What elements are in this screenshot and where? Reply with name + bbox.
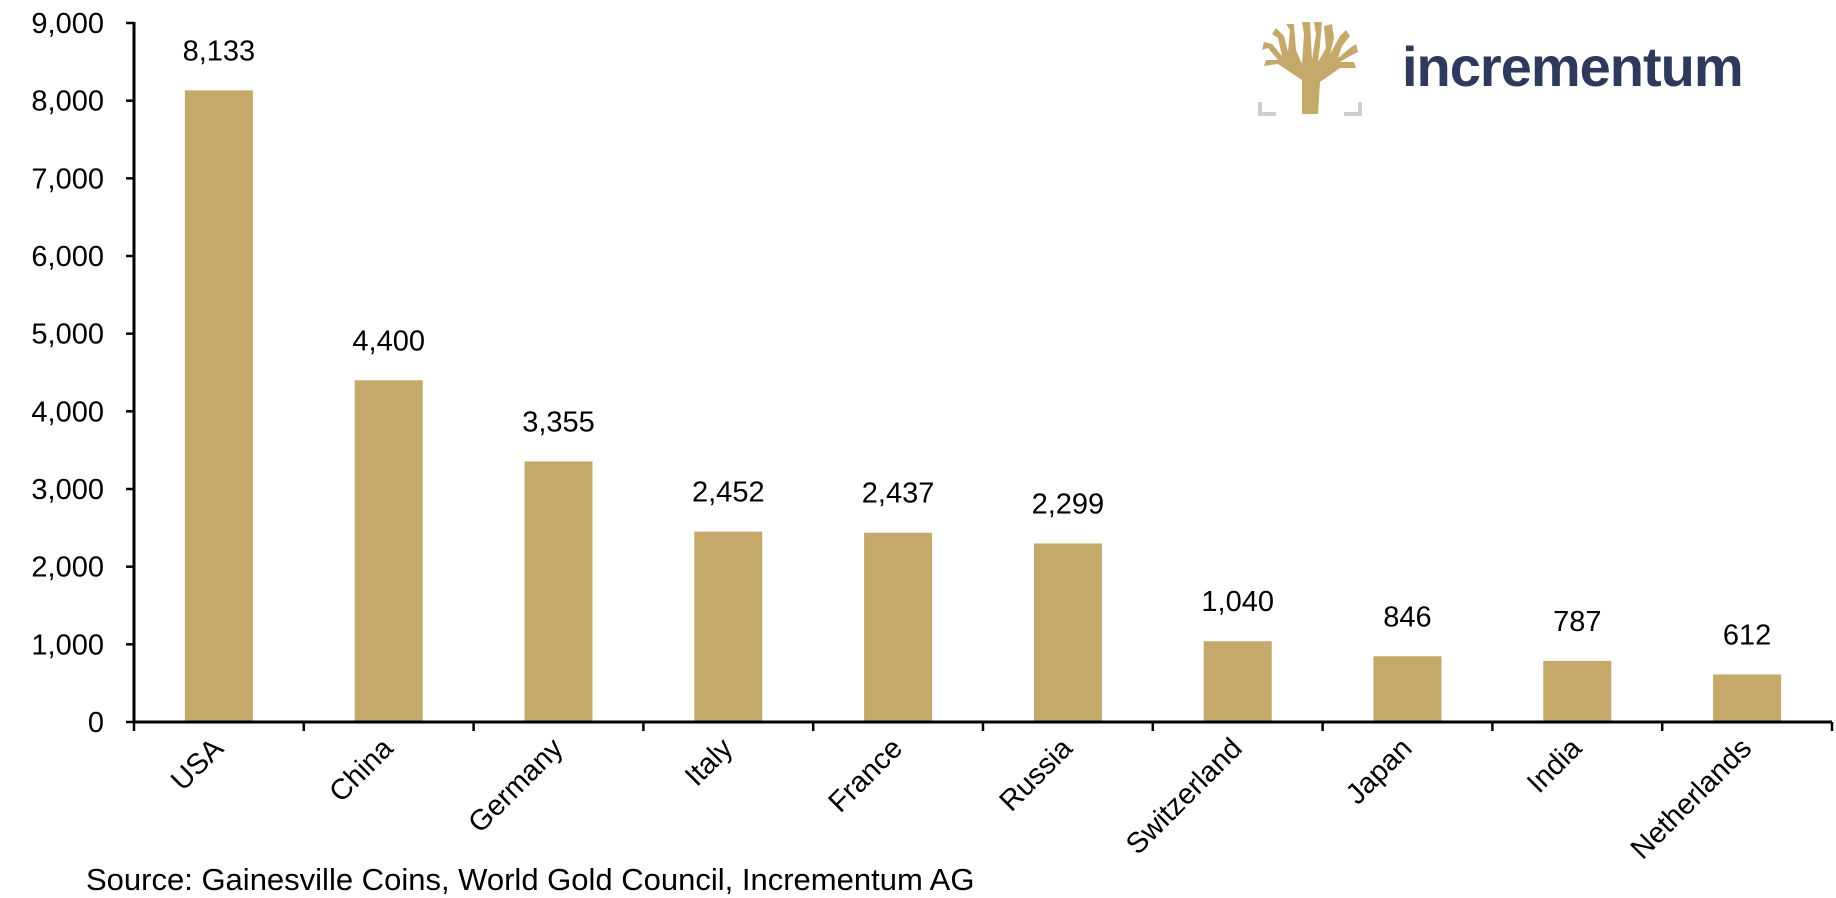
bar	[1543, 660, 1612, 722]
incrementum-logo: incrementum	[1258, 20, 1798, 120]
y-tick-label: 2,000	[31, 552, 104, 584]
bar	[354, 380, 423, 722]
data-label: 846	[1383, 601, 1431, 633]
y-tick-label: 9,000	[31, 8, 104, 40]
category-label: Italy	[679, 732, 740, 793]
bar	[184, 90, 253, 723]
bar	[694, 531, 763, 722]
y-tick-label: 3,000	[31, 474, 104, 506]
bar	[524, 461, 593, 722]
data-label: 4,400	[352, 325, 425, 357]
category-label: USA	[165, 732, 230, 797]
data-label: 2,437	[862, 478, 935, 510]
category-label: Japan	[1340, 732, 1418, 810]
data-label: 8,133	[183, 35, 256, 67]
bar	[1373, 656, 1442, 722]
bar	[1033, 543, 1102, 722]
y-tick-label: 7,000	[31, 163, 104, 195]
y-tick-label: 4,000	[31, 396, 104, 428]
source-note: Source: Gainesville Coins, World Gold Co…	[86, 862, 975, 897]
logo-wordmark: incrementum	[1402, 35, 1744, 98]
category-label: France	[823, 732, 909, 818]
tree-icon	[1258, 22, 1362, 116]
data-label: 1,040	[1201, 586, 1274, 618]
category-label: Germany	[462, 732, 569, 839]
y-tick-label: 8,000	[31, 86, 104, 118]
category-label: Russia	[994, 732, 1080, 818]
x-axis: USA China Germany Italy France Russia Switzerl…	[132, 720, 1834, 866]
data-label: 2,452	[692, 477, 765, 509]
y-axis: 0 1,000 2,000 3,000 4,000 5,000 6,000 7,000 8,00…	[31, 8, 136, 739]
category-label: Switzerland	[1120, 732, 1249, 861]
category-label: India	[1521, 732, 1589, 800]
bars: 8,133 4,400 3,355 2,452 2,437 2,299 1,040 846 78…	[183, 35, 1782, 723]
y-tick-label: 0	[88, 707, 104, 739]
data-label: 612	[1723, 619, 1771, 651]
y-tick-label: 1,000	[31, 629, 104, 661]
y-tick-label: 6,000	[31, 241, 104, 273]
bar	[864, 532, 933, 722]
bar	[1203, 641, 1272, 722]
category-label: Netherlands	[1625, 732, 1758, 865]
data-label: 787	[1553, 606, 1601, 638]
y-tick-label: 5,000	[31, 319, 104, 351]
data-label: 2,299	[1032, 488, 1105, 520]
category-label: China	[323, 732, 400, 809]
bar	[1713, 674, 1782, 722]
data-label: 3,355	[522, 406, 595, 438]
